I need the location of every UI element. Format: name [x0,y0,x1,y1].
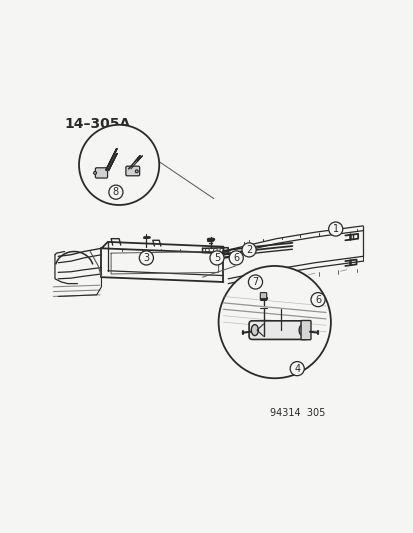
Polygon shape [93,172,96,174]
Circle shape [248,275,262,289]
Text: 2: 2 [245,245,252,255]
Circle shape [218,266,330,378]
FancyBboxPatch shape [126,166,139,176]
Text: 4: 4 [293,364,299,374]
FancyBboxPatch shape [95,168,107,178]
Text: 8: 8 [113,187,119,197]
Text: 6: 6 [314,295,320,305]
Circle shape [328,222,342,236]
Ellipse shape [299,325,306,336]
Circle shape [209,251,223,265]
Polygon shape [135,170,138,173]
Circle shape [290,361,304,376]
Text: 94314  305: 94314 305 [269,408,325,418]
Text: 7: 7 [252,277,258,287]
FancyBboxPatch shape [300,320,310,340]
Ellipse shape [251,325,258,336]
Text: 14–305A: 14–305A [64,117,131,131]
Circle shape [139,251,153,265]
Circle shape [242,243,256,257]
Text: 3: 3 [143,253,149,263]
Circle shape [310,293,324,306]
FancyBboxPatch shape [249,321,308,340]
Text: 1: 1 [332,224,338,234]
FancyBboxPatch shape [260,293,266,298]
Circle shape [79,125,159,205]
Text: 6: 6 [233,253,239,263]
Text: 5: 5 [214,253,220,263]
Circle shape [229,251,243,265]
Circle shape [109,185,123,199]
